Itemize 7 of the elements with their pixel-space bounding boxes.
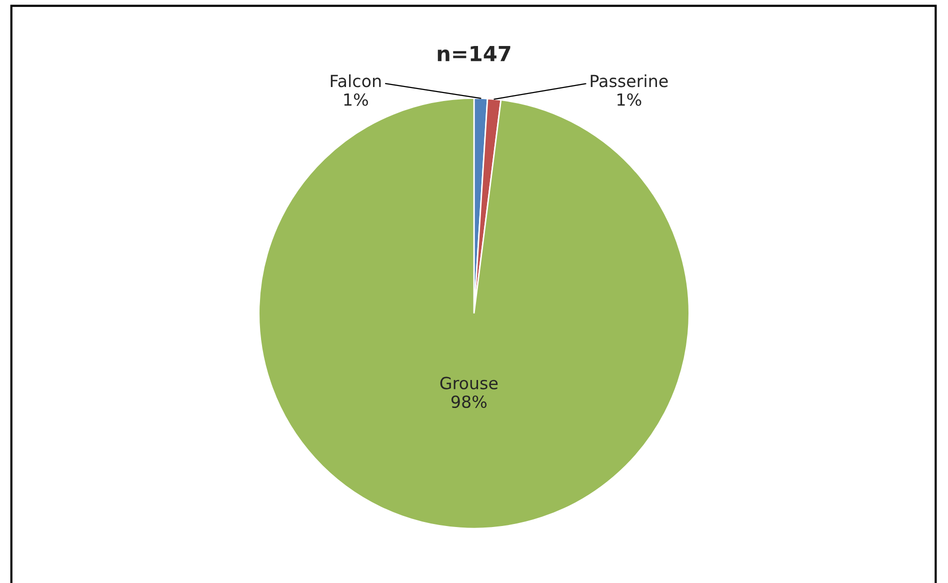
slice-label: Grouse	[440, 376, 498, 390]
data-label: 1%	[344, 93, 368, 106]
slice-label: Falcon	[330, 74, 381, 88]
chart-title: n=147	[438, 46, 510, 62]
data-label: 1%	[618, 93, 642, 106]
slice-label: Passerine	[590, 74, 668, 88]
data-label: 98%	[451, 395, 487, 408]
